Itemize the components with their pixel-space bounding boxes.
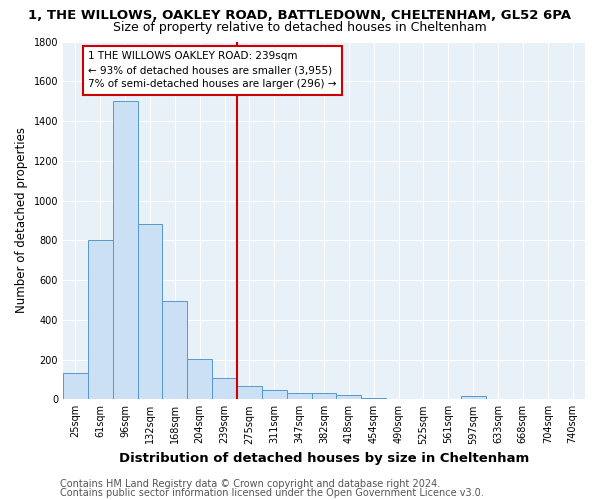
- Bar: [237, 386, 262, 400]
- Bar: [163, 301, 187, 400]
- Bar: [63, 374, 88, 400]
- X-axis label: Distribution of detached houses by size in Cheltenham: Distribution of detached houses by size …: [119, 452, 529, 465]
- Bar: [337, 396, 361, 400]
- Bar: [187, 358, 212, 400]
- Bar: [287, 394, 311, 400]
- Text: 1, THE WILLOWS, OAKLEY ROAD, BATTLEDOWN, CHELTENHAM, GL52 6PA: 1, THE WILLOWS, OAKLEY ROAD, BATTLEDOWN,…: [29, 9, 571, 22]
- Bar: [361, 398, 386, 400]
- Bar: [212, 378, 237, 400]
- Text: Size of property relative to detached houses in Cheltenham: Size of property relative to detached ho…: [113, 21, 487, 34]
- Text: 1 THE WILLOWS OAKLEY ROAD: 239sqm
← 93% of detached houses are smaller (3,955)
7: 1 THE WILLOWS OAKLEY ROAD: 239sqm ← 93% …: [88, 52, 337, 90]
- Bar: [461, 396, 485, 400]
- Bar: [88, 240, 113, 400]
- Bar: [386, 398, 411, 400]
- Bar: [311, 394, 337, 400]
- Bar: [113, 101, 137, 400]
- Text: Contains public sector information licensed under the Open Government Licence v3: Contains public sector information licen…: [60, 488, 484, 498]
- Bar: [262, 390, 287, 400]
- Bar: [137, 224, 163, 400]
- Text: Contains HM Land Registry data © Crown copyright and database right 2024.: Contains HM Land Registry data © Crown c…: [60, 479, 440, 489]
- Y-axis label: Number of detached properties: Number of detached properties: [15, 128, 28, 314]
